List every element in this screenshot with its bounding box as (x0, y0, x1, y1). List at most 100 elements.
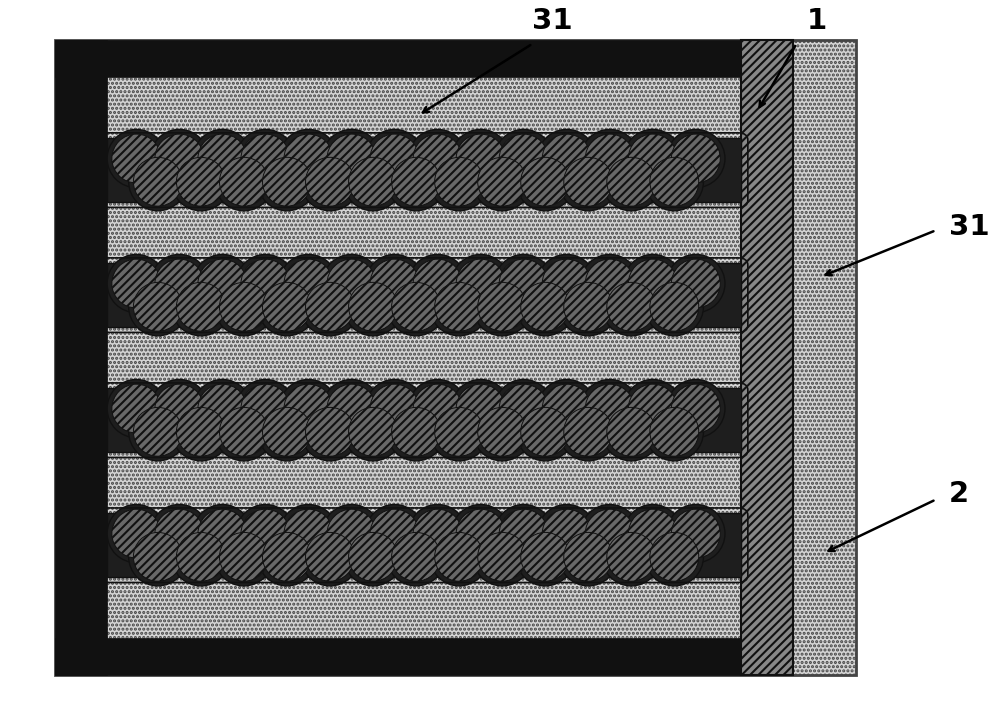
Ellipse shape (193, 129, 252, 188)
Bar (107, 513, 741, 578)
Ellipse shape (478, 532, 527, 581)
Ellipse shape (176, 157, 225, 206)
Ellipse shape (650, 157, 699, 206)
Ellipse shape (628, 259, 677, 308)
Ellipse shape (193, 254, 252, 313)
Ellipse shape (387, 528, 445, 586)
Ellipse shape (667, 505, 725, 562)
Text: 2: 2 (949, 479, 969, 508)
Ellipse shape (258, 403, 316, 461)
Ellipse shape (430, 278, 488, 336)
Ellipse shape (365, 129, 424, 188)
Ellipse shape (150, 380, 209, 438)
Ellipse shape (219, 282, 268, 331)
Ellipse shape (344, 403, 402, 461)
Ellipse shape (176, 407, 225, 456)
Ellipse shape (413, 384, 462, 433)
Ellipse shape (155, 134, 204, 183)
Ellipse shape (306, 157, 354, 206)
Ellipse shape (607, 157, 656, 206)
Ellipse shape (645, 278, 703, 336)
Ellipse shape (387, 403, 445, 461)
Ellipse shape (263, 407, 311, 456)
Bar (55, 40, 856, 675)
Ellipse shape (456, 134, 505, 183)
Ellipse shape (365, 380, 424, 438)
Ellipse shape (365, 505, 424, 562)
Ellipse shape (236, 505, 295, 562)
Ellipse shape (456, 384, 505, 433)
Ellipse shape (435, 282, 484, 331)
Ellipse shape (413, 259, 462, 308)
Ellipse shape (387, 278, 445, 336)
Ellipse shape (430, 152, 488, 211)
Ellipse shape (667, 129, 725, 188)
Ellipse shape (538, 505, 596, 562)
Ellipse shape (150, 505, 209, 562)
Ellipse shape (279, 254, 338, 313)
Ellipse shape (327, 134, 376, 183)
Ellipse shape (581, 254, 639, 313)
Ellipse shape (150, 254, 209, 313)
Ellipse shape (671, 134, 720, 183)
Ellipse shape (284, 259, 333, 308)
Ellipse shape (478, 157, 527, 206)
Ellipse shape (435, 532, 484, 581)
Ellipse shape (478, 407, 527, 456)
Ellipse shape (408, 254, 467, 313)
Ellipse shape (279, 380, 338, 438)
Ellipse shape (516, 528, 574, 586)
Ellipse shape (306, 407, 354, 456)
Ellipse shape (607, 407, 656, 456)
Bar (55, 40, 107, 675)
Ellipse shape (322, 380, 381, 438)
Ellipse shape (645, 528, 703, 586)
Ellipse shape (365, 254, 424, 313)
Ellipse shape (387, 152, 445, 211)
Ellipse shape (624, 505, 682, 562)
Ellipse shape (585, 259, 634, 308)
Ellipse shape (172, 403, 230, 461)
Ellipse shape (349, 157, 397, 206)
Ellipse shape (499, 134, 548, 183)
Ellipse shape (370, 259, 419, 308)
Ellipse shape (392, 407, 440, 456)
Ellipse shape (112, 259, 161, 308)
Ellipse shape (650, 407, 699, 456)
Ellipse shape (499, 259, 548, 308)
Ellipse shape (172, 528, 230, 586)
Ellipse shape (495, 505, 553, 562)
Ellipse shape (322, 254, 381, 313)
Ellipse shape (215, 278, 273, 336)
Ellipse shape (241, 384, 290, 433)
Ellipse shape (495, 129, 553, 188)
Ellipse shape (607, 532, 656, 581)
Ellipse shape (215, 528, 273, 586)
Ellipse shape (370, 134, 419, 183)
Ellipse shape (129, 152, 187, 211)
Ellipse shape (521, 157, 570, 206)
Ellipse shape (667, 254, 725, 313)
Ellipse shape (430, 403, 488, 461)
Ellipse shape (219, 532, 268, 581)
Bar (107, 263, 741, 327)
Ellipse shape (349, 532, 397, 581)
Ellipse shape (263, 157, 311, 206)
Ellipse shape (107, 380, 165, 438)
Ellipse shape (585, 134, 634, 183)
Ellipse shape (521, 282, 570, 331)
Ellipse shape (473, 152, 531, 211)
Ellipse shape (516, 403, 574, 461)
Ellipse shape (499, 384, 548, 433)
Ellipse shape (301, 528, 359, 586)
Ellipse shape (671, 384, 720, 433)
Ellipse shape (408, 129, 467, 188)
Ellipse shape (413, 134, 462, 183)
Ellipse shape (581, 129, 639, 188)
Ellipse shape (478, 282, 527, 331)
Bar (107, 138, 741, 202)
Ellipse shape (279, 129, 338, 188)
Ellipse shape (344, 528, 402, 586)
Ellipse shape (559, 152, 617, 211)
Ellipse shape (284, 134, 333, 183)
